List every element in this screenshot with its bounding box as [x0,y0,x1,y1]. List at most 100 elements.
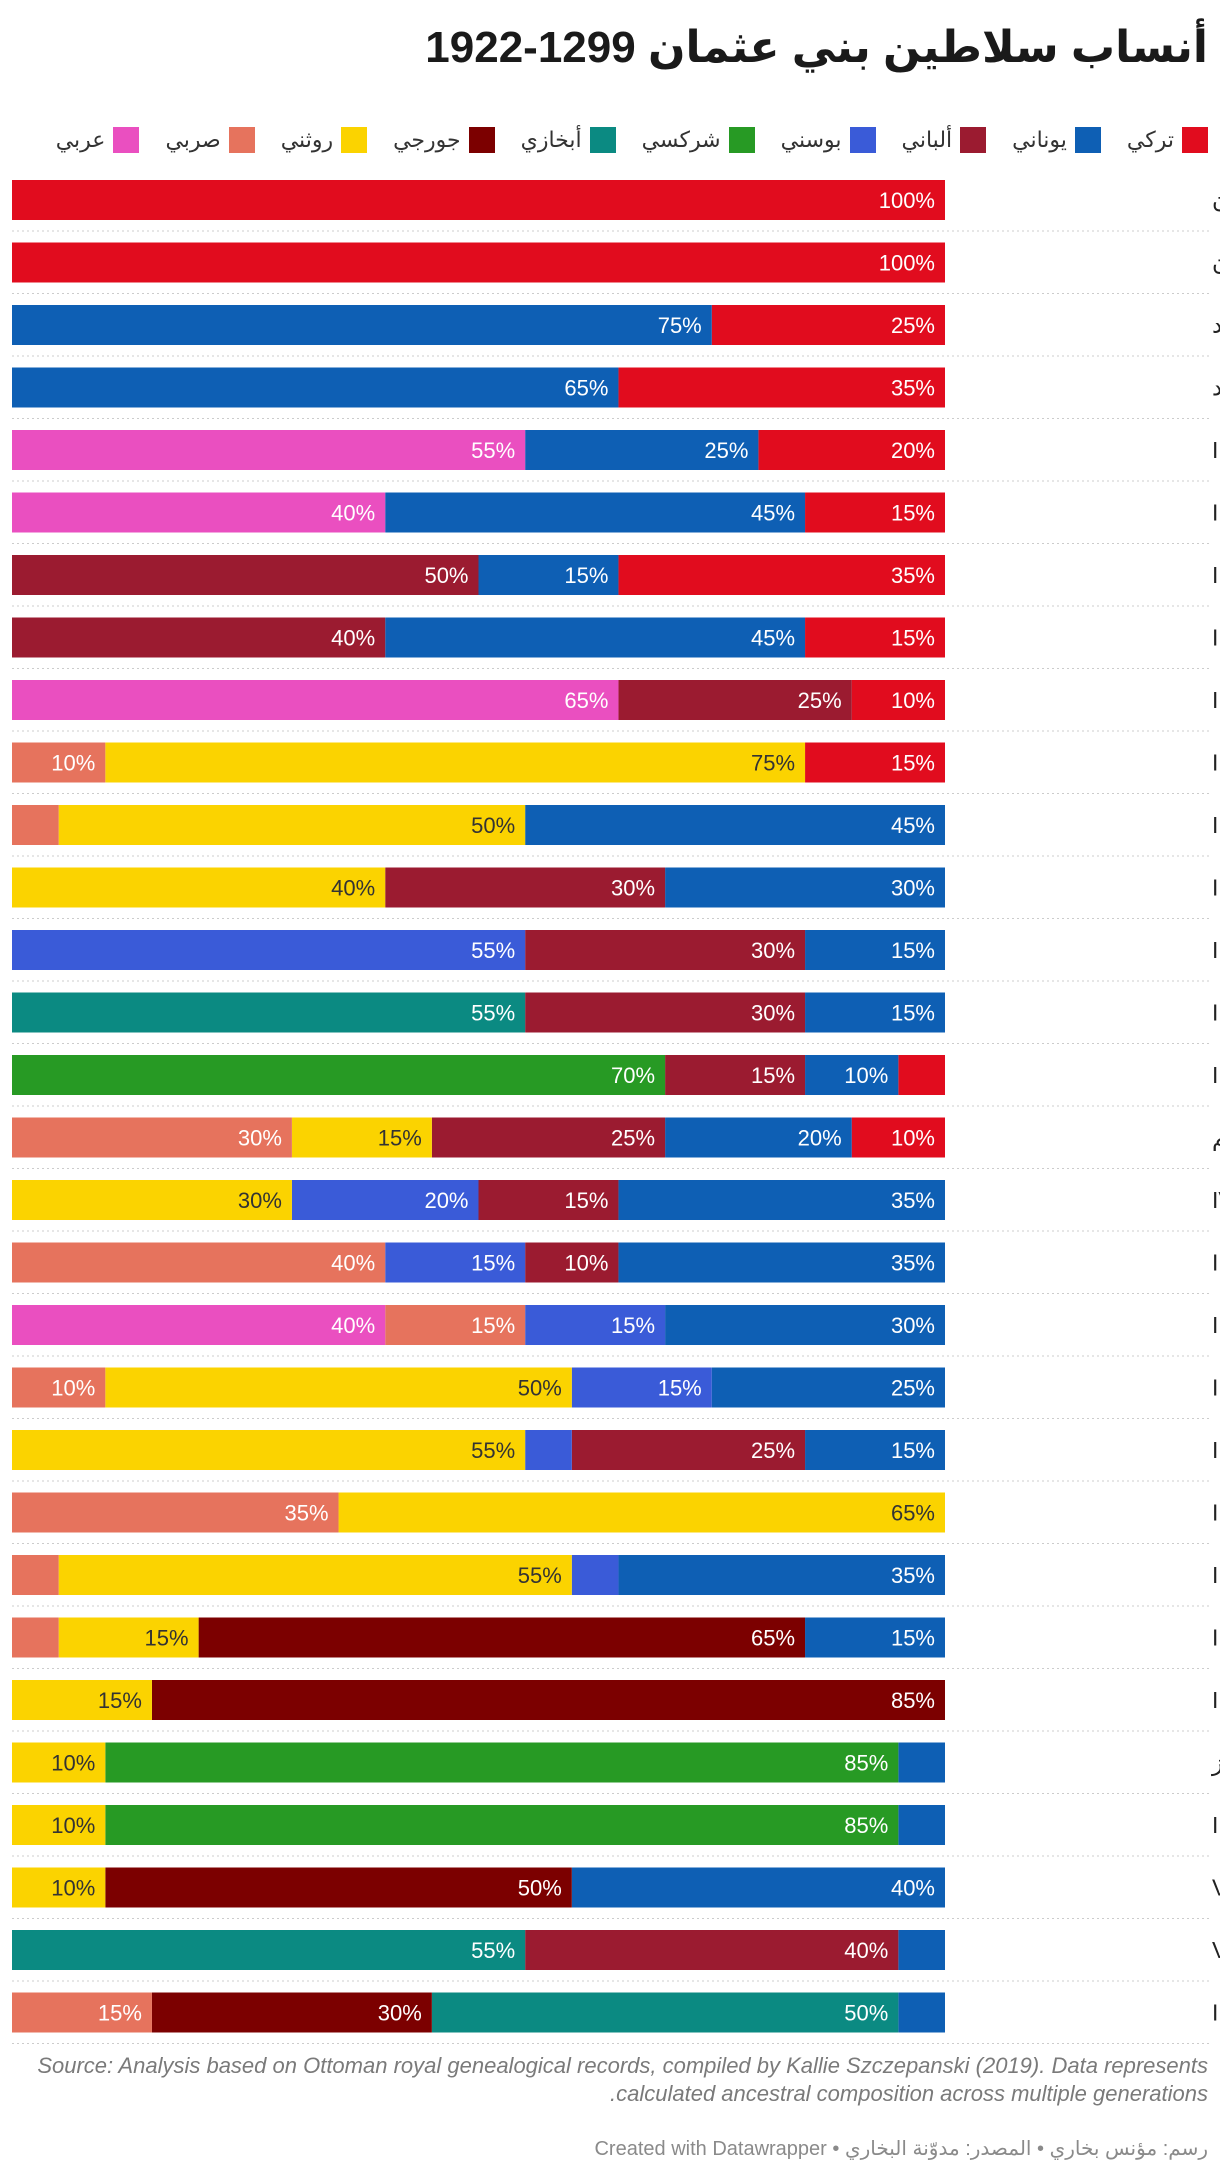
bar-segment [12,1617,59,1658]
bar-row: أورخان 100% [12,242,1220,294]
bar-segment [12,1305,386,1345]
bar-segment [478,1180,619,1220]
bar-row: محمد V 40% 50% 10% [12,1867,1220,1919]
data-label: 85% [891,1688,935,1713]
bar-row: محمد III 30% 30% 40% [12,867,1220,919]
data-label: 55% [471,1938,515,1963]
bar-row: مصطفى III & عبد الحميد I 35% 55% [12,1555,1220,1607]
bar-row: سليمان II 35% 10% 15% 40% [12,1242,1220,1294]
legend-swatch [113,127,140,153]
legend-item: جورجي [393,127,495,153]
data-label: 25% [891,313,935,338]
bar-segment [105,742,806,783]
bar-segment [105,1805,899,1845]
row-label: عبد المجيد II [1212,2000,1220,2026]
legend-item: شركسي [642,127,755,153]
row-label: أورخان [1212,248,1220,277]
row-label: محمود I [1212,1437,1220,1464]
data-label: 55% [471,438,515,463]
bar-segment [12,1930,526,1970]
bar-segment [851,1117,945,1158]
legend-swatch [341,127,368,153]
row-label: عثمان II [1212,1062,1220,1088]
bar-segment [805,742,945,783]
source-note: Source: Analysis based on Ottoman royal … [37,2053,1208,2106]
bar-segment [665,867,945,908]
data-label: 30% [751,938,795,963]
bar-segment [12,1242,386,1283]
legend-item: يوناني [1012,127,1101,153]
bar-row: عبد الحميد II 85% 10% [12,1805,1220,1857]
bar-segment [805,1617,945,1658]
data-label: 15% [471,1251,515,1276]
bar-row: أحمد I 15% 30% 55% [12,930,1220,982]
bar-segment [58,1617,199,1658]
data-label: 25% [751,1438,795,1463]
row-label: عثمان [1212,187,1220,213]
legend-label: صربي [165,127,221,152]
data-label: 55% [471,1438,515,1463]
row-label: عبد المجيد I [1212,1687,1220,1713]
bar-segment [571,1367,712,1408]
data-label: 10% [891,1126,935,1151]
data-label: 65% [751,1626,795,1651]
data-label: 15% [98,2001,142,2026]
row-label: سليم II [1212,750,1220,777]
bar-segment [12,1492,339,1533]
data-label: 15% [891,626,935,651]
data-label: 40% [331,501,375,526]
bar-segment [525,1305,666,1345]
credit-line: رسم: مؤنس بخاري • المصدر: مدوّنة البخاري… [594,2138,1208,2160]
bar-row: مراد 25% 75% [12,305,1220,357]
data-label: 15% [98,1688,142,1713]
bar-segment [151,1680,945,1720]
data-label: 15% [145,1626,189,1651]
data-label: 10% [51,1813,95,1838]
data-label: 35% [891,563,935,588]
data-label: 15% [891,938,935,963]
data-label: 20% [891,438,935,463]
data-label: 55% [471,938,515,963]
bar-segment [665,1117,852,1158]
bar-segment [525,1242,619,1283]
legend-label: روثني [280,127,334,152]
bar-row: مراد II 15% 45% 40% [12,492,1220,544]
bar-segment [105,1742,899,1783]
legend-item: أبخازي [521,127,616,153]
data-label: 65% [564,688,608,713]
bar-segment [571,1555,619,1595]
bar-segment [12,1367,106,1408]
data-label: 15% [891,501,935,526]
bar-segment [525,805,945,845]
data-label: 15% [751,1063,795,1088]
bar-segment [12,1055,666,1095]
bar-segment [618,1180,945,1220]
row-label: مراد II [1212,500,1220,527]
row-label: أحمد I [1212,935,1220,963]
data-label: 10% [51,751,95,776]
legend-label: تركي [1126,127,1174,152]
bar-segment [618,1555,945,1595]
legend-swatch [960,127,987,153]
data-label: 55% [518,1563,562,1588]
legend-item: تركي [1127,127,1208,153]
data-label: 70% [611,1063,655,1088]
bar-segment [898,1930,945,1970]
bar-segment [12,555,479,595]
bar-segment [525,430,759,470]
data-label: 25% [891,1376,935,1401]
row-label: سليم I [1212,625,1220,652]
legend-item: روثني [280,127,368,153]
bar-row: سليم III & محمود II 15% 65% 15% [12,1617,1220,1669]
row-label: عثمان III [1212,1500,1220,1526]
data-label: 35% [891,376,935,401]
bar-segment [105,1367,572,1408]
legend-label: يوناني [1012,127,1067,152]
bar-segment [618,1242,945,1283]
data-label: 15% [658,1376,702,1401]
bar-segment [898,1805,945,1845]
bar-segment [12,930,526,970]
bar-segment [12,1117,292,1158]
bar-segment [12,305,712,345]
